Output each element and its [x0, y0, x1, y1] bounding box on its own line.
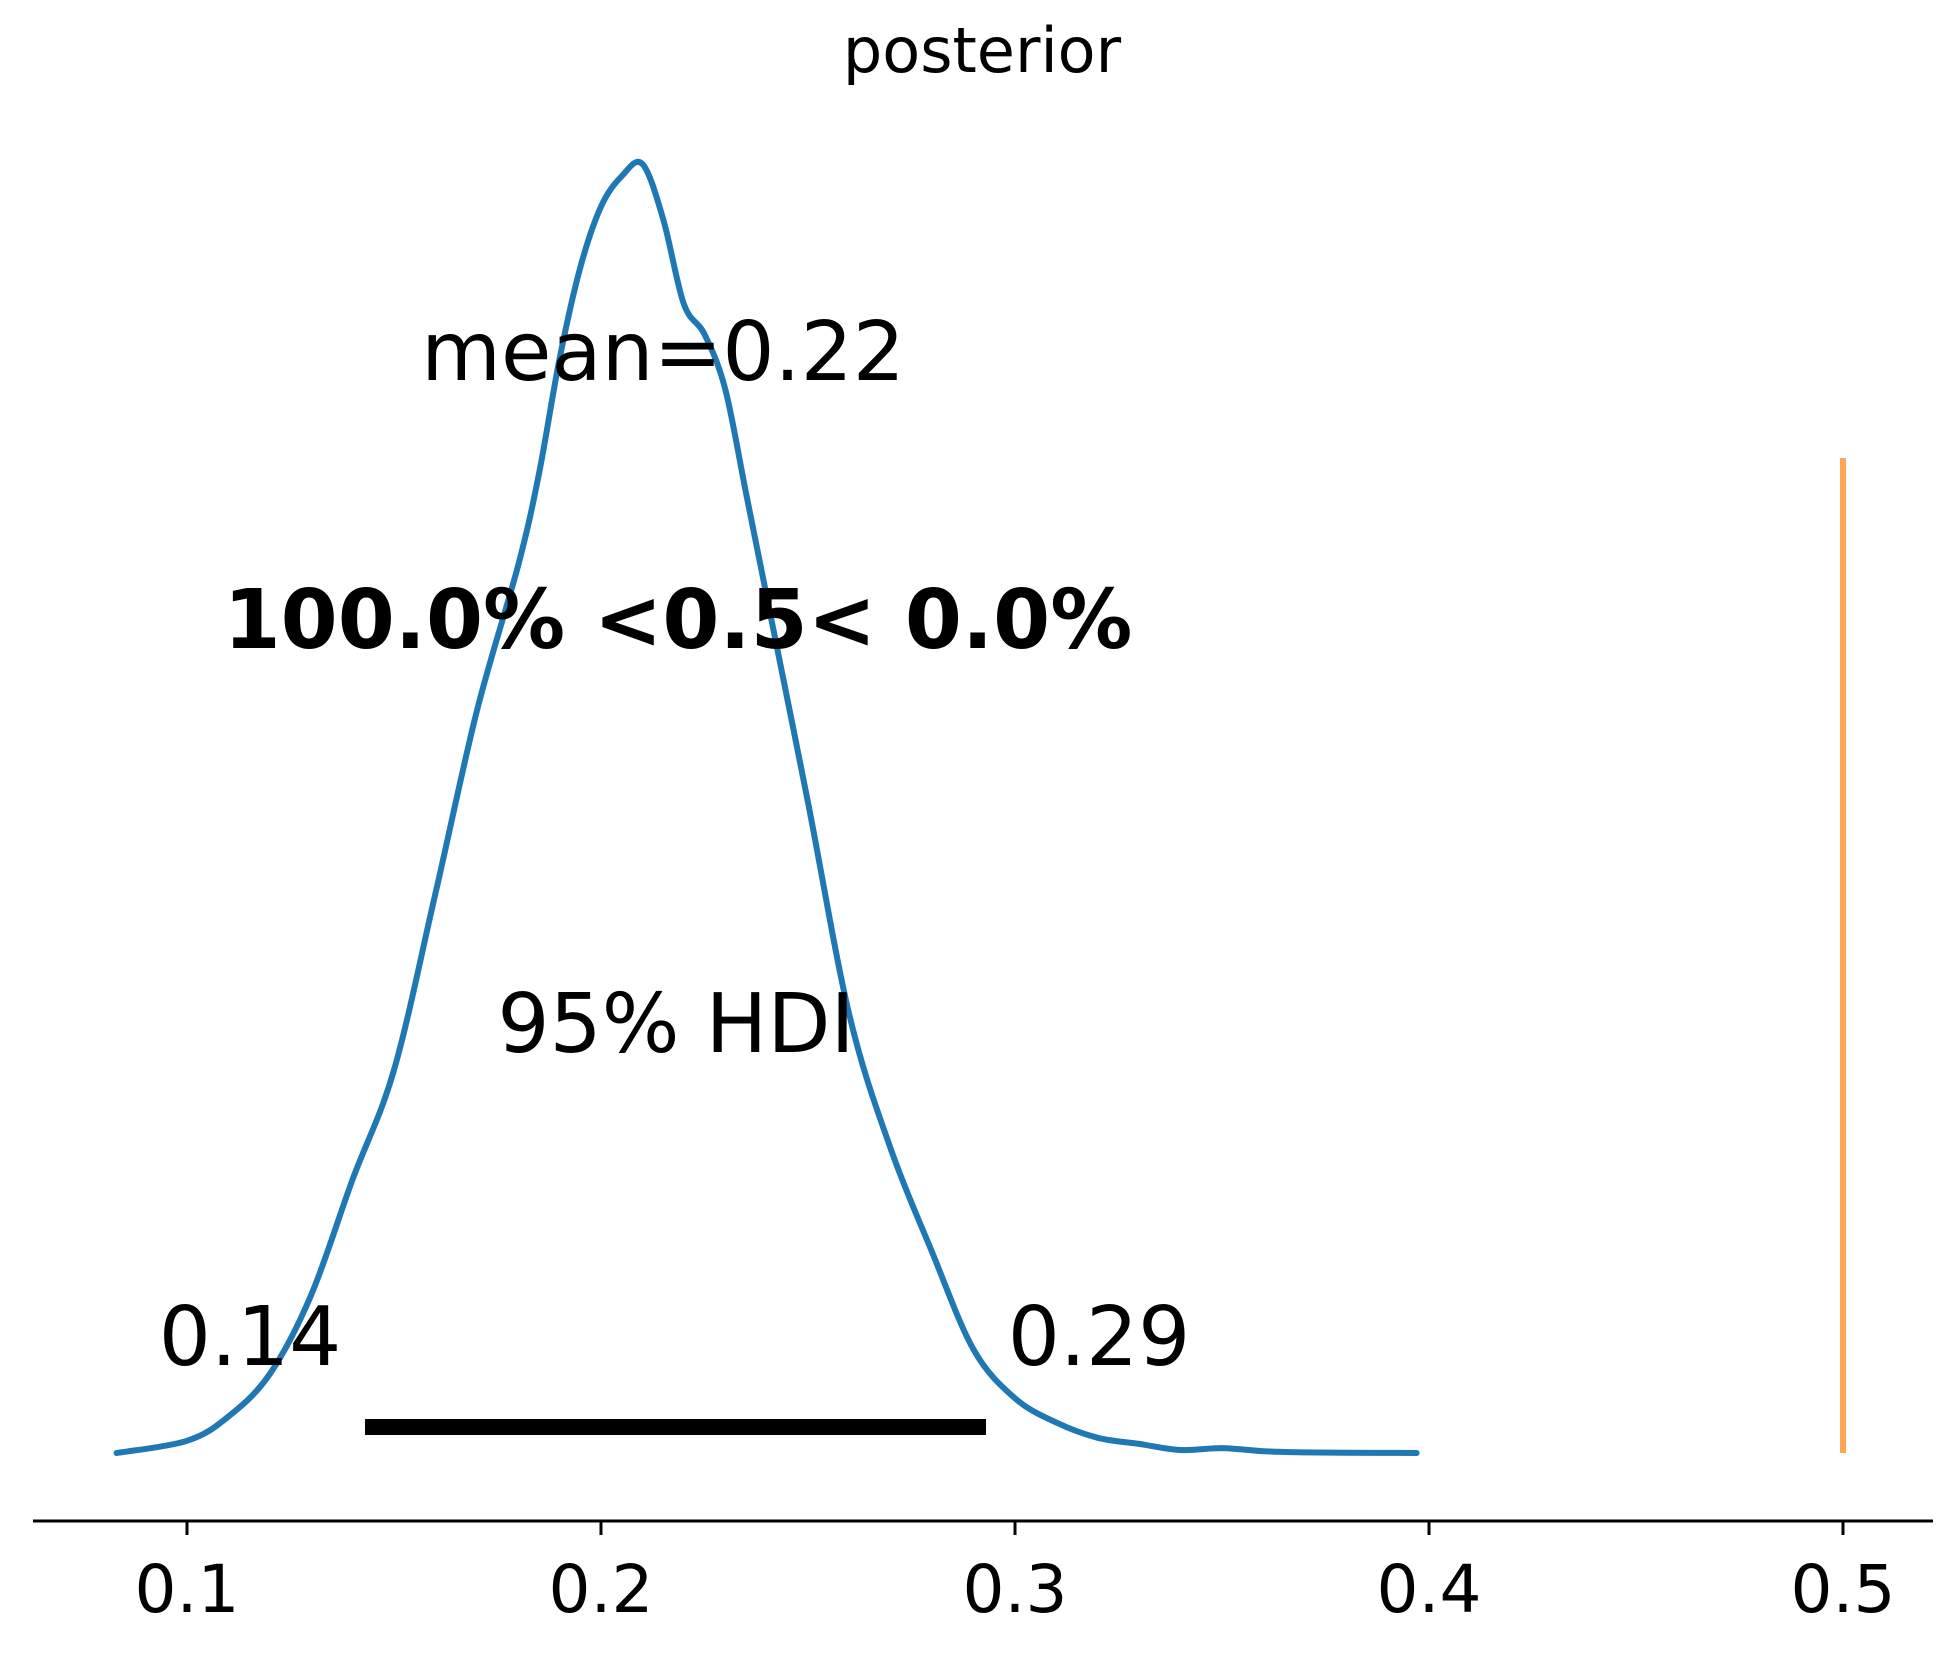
reference-label: 100.0% <0.5< 0.0%: [224, 573, 1133, 668]
hdi-low-label: 0.14: [159, 1290, 342, 1385]
x-axis-ticks: 0.1 0.2 0.3 0.4 0.5: [135, 1521, 1896, 1628]
hdi-label: 95% HDI: [497, 977, 854, 1072]
x-tick-label: 0.1: [135, 1551, 240, 1628]
hdi-high-label: 0.29: [1008, 1290, 1191, 1385]
x-tick-label: 0.4: [1377, 1551, 1482, 1628]
plot-title: posterior: [843, 14, 1122, 87]
mean-label: mean=0.22: [421, 305, 905, 400]
posterior-density-line: [113, 158, 1420, 1456]
x-tick-label: 0.5: [1791, 1551, 1896, 1628]
x-tick-label: 0.3: [963, 1551, 1068, 1628]
x-tick-label: 0.2: [549, 1551, 654, 1628]
